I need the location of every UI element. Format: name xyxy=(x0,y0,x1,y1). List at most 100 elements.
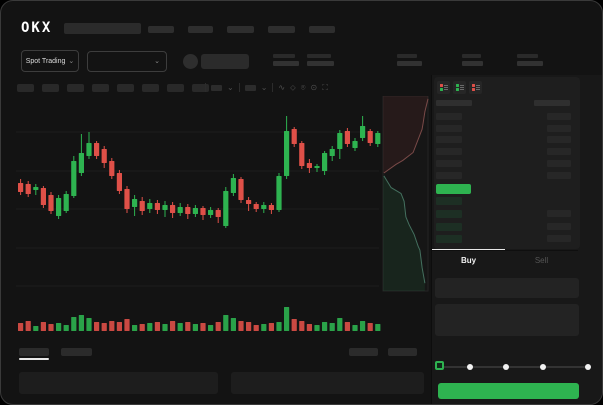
market-type-label: Spot Trading xyxy=(25,57,66,65)
orderbook xyxy=(434,77,580,249)
bottom-tab-right[interactable] xyxy=(388,348,417,356)
red-square xyxy=(471,88,475,91)
divider xyxy=(272,83,274,92)
volume-group xyxy=(18,307,381,331)
orderbook-bar xyxy=(436,235,462,244)
chevron-down-icon[interactable]: ⌄ xyxy=(260,82,268,92)
trade-panel: Buy Sell xyxy=(431,75,602,404)
orderbook-bar xyxy=(436,136,462,144)
toolbar-pill[interactable] xyxy=(67,84,84,92)
toolbar-pill[interactable] xyxy=(142,84,159,92)
active-tab-underline xyxy=(19,358,49,360)
red-square xyxy=(439,84,443,87)
orderbook-view-toggles xyxy=(437,81,482,94)
orderbook-bar xyxy=(547,124,571,132)
interval-dropdown[interactable] xyxy=(211,84,222,91)
book-bids-icon[interactable] xyxy=(453,81,466,94)
orderbook-bar xyxy=(547,171,571,179)
ticker-stat xyxy=(397,54,422,66)
camera-icon[interactable]: ⌾ xyxy=(300,82,306,92)
orderbook-bar xyxy=(436,171,462,179)
orderbook-bar xyxy=(436,113,462,120)
market-type-dropdown[interactable]: Spot Trading ⌄ xyxy=(21,50,79,72)
fullscreen-icon[interactable]: ⛶ xyxy=(322,82,328,92)
slider-stop[interactable] xyxy=(467,364,473,370)
buy-sell-tabs: Buy Sell xyxy=(432,250,578,270)
book-asks-icon[interactable] xyxy=(469,81,482,94)
candles-group xyxy=(18,116,381,228)
orderbook-bar xyxy=(547,113,571,120)
orderbook-bar xyxy=(436,124,462,132)
tab-buy[interactable]: Buy xyxy=(460,256,477,265)
wave-line-tool-icon[interactable]: ∿ xyxy=(278,82,286,92)
bottom-panel xyxy=(19,372,218,394)
search-input[interactable] xyxy=(64,23,141,34)
okx-logo[interactable]: OKX xyxy=(21,20,53,36)
orderbook-bar xyxy=(547,235,571,243)
tab-sell[interactable]: Sell xyxy=(534,256,549,265)
red-square xyxy=(471,84,475,87)
green-square xyxy=(439,88,443,91)
slider-stop[interactable] xyxy=(585,364,591,370)
draw-tool-icon[interactable]: ⬦ xyxy=(290,82,296,92)
orderbook-bar xyxy=(547,222,571,230)
bottom-tab-active[interactable] xyxy=(19,348,49,356)
orderbook-bar xyxy=(547,148,571,156)
last-price-bar[interactable] xyxy=(436,184,471,194)
toolbar-pill[interactable] xyxy=(17,84,34,92)
ticker-stat xyxy=(273,54,299,66)
nav-pill[interactable] xyxy=(309,26,335,33)
ticker-stat xyxy=(307,54,334,66)
orderbook-bar xyxy=(436,100,472,106)
divider xyxy=(238,83,240,92)
chevron-down-icon: ⌄ xyxy=(154,58,160,65)
pair-dropdown[interactable]: ⌄ xyxy=(87,51,167,72)
orderbook-bar xyxy=(436,197,462,205)
orderbook-bar xyxy=(547,136,571,144)
chart-type-dropdown[interactable] xyxy=(244,84,256,91)
toolbar-pill[interactable] xyxy=(167,84,184,92)
nav-pill[interactable] xyxy=(227,26,254,33)
chevron-down-icon: ⌄ xyxy=(68,57,75,65)
orderbook-bar xyxy=(547,159,571,167)
nav-pill[interactable] xyxy=(268,26,295,33)
orderbook-bar xyxy=(436,209,462,218)
slider-handle[interactable] xyxy=(435,361,444,370)
toolbar-pill[interactable] xyxy=(42,84,59,92)
bottom-panel xyxy=(231,372,424,394)
orderbook-bar xyxy=(436,159,462,167)
nav-pill[interactable] xyxy=(148,26,174,33)
avatar[interactable] xyxy=(183,54,198,69)
nav-pill[interactable] xyxy=(188,26,213,33)
toolbar-pill[interactable] xyxy=(117,84,134,92)
depth-overlay xyxy=(382,96,429,292)
chart-toolbar xyxy=(17,84,209,92)
chart-toolbar-icons: ⌄ ⌄ ∿ ⬦ ⌾ ⊙ ⛶ xyxy=(205,81,328,94)
price-chart[interactable] xyxy=(16,96,431,341)
slider-stop[interactable] xyxy=(503,364,509,370)
account-button[interactable] xyxy=(201,54,249,69)
toolbar-pill[interactable] xyxy=(192,84,209,92)
price-input[interactable] xyxy=(435,278,579,298)
ticker-stat xyxy=(517,54,543,66)
slider-stop[interactable] xyxy=(540,364,546,370)
orderbook-bar xyxy=(436,148,462,156)
history-icon[interactable]: ⊙ xyxy=(310,82,318,92)
green-square xyxy=(455,84,459,87)
orderbook-bar xyxy=(547,209,571,217)
buy-submit-button[interactable] xyxy=(438,383,579,399)
amount-input[interactable] xyxy=(435,304,579,336)
main-nav xyxy=(148,26,335,33)
orderbook-bar xyxy=(534,100,570,106)
amount-slider[interactable] xyxy=(439,366,588,368)
book-combined-icon[interactable] xyxy=(437,81,450,94)
ticker-stat xyxy=(462,54,483,66)
bottom-tab-right[interactable] xyxy=(349,348,378,356)
divider xyxy=(205,83,206,92)
toolbar-pill[interactable] xyxy=(92,84,109,92)
chevron-down-icon[interactable]: ⌄ xyxy=(227,82,234,92)
orderbook-bar xyxy=(436,222,462,231)
bottom-tab[interactable] xyxy=(61,348,92,356)
